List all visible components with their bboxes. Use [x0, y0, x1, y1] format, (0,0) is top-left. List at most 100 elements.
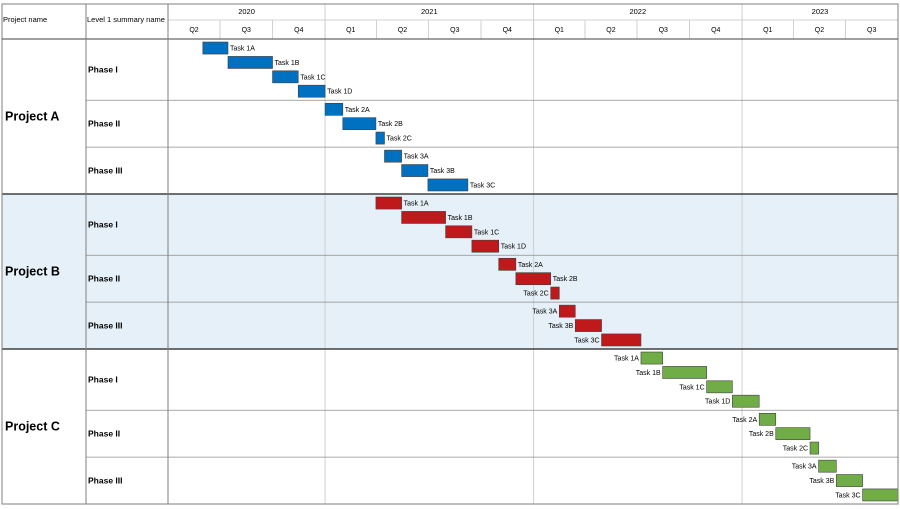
task-bar	[202, 41, 229, 55]
task-label: Task 3B	[548, 323, 573, 330]
task-label: Task 1B	[448, 215, 473, 222]
phase-label: Phase II	[88, 274, 120, 284]
task-label: Task 3B	[430, 168, 455, 175]
phase-label: Phase I	[88, 65, 118, 75]
quarter-label: Q4	[711, 27, 720, 34]
timeline-header: Project name Level 1 summary name 2020 20…	[3, 4, 898, 39]
quarter-label: Q3	[659, 27, 668, 34]
quarter-label: Q1	[763, 27, 772, 34]
quarter-label: Q4	[294, 27, 303, 34]
task-label: Task 1A	[404, 201, 429, 208]
task-label: Task 2A	[732, 417, 757, 424]
task-label: Task 3A	[792, 464, 817, 471]
task-label: Task 1A	[230, 46, 255, 53]
task-bar	[640, 351, 663, 365]
task-label: Task 3C	[574, 337, 599, 344]
task-label: Task 1C	[300, 74, 325, 81]
task-label: Task 3A	[404, 154, 429, 161]
quarter-label: Q2	[815, 27, 824, 34]
task-bar	[515, 272, 552, 286]
task-bar	[836, 474, 863, 487]
year-label: 2020	[238, 7, 255, 16]
year-label: 2021	[421, 7, 438, 16]
task-label: Task 1D	[705, 399, 730, 406]
phase-label: Phase III	[88, 166, 123, 176]
project-band-2	[2, 194, 898, 349]
task-bar	[574, 319, 602, 332]
project-label: Project B	[5, 265, 60, 279]
header-project-name: Project name	[3, 15, 47, 24]
task-label: Task 2A	[345, 107, 370, 114]
task-label: Task 2C	[783, 446, 808, 453]
quarter-label: Q2	[606, 27, 615, 34]
quarter-label: Q2	[189, 27, 198, 34]
task-label: Task 2C	[523, 291, 548, 298]
task-bar	[732, 394, 760, 408]
task-bar	[706, 380, 733, 394]
task-bar	[297, 84, 326, 98]
header-level1-summary-name: Level 1 summary name	[87, 15, 165, 24]
task-label: Task 2B	[749, 431, 774, 438]
quarter-label: Q2	[398, 27, 407, 34]
task-bar	[427, 178, 469, 192]
task-bar	[550, 286, 560, 300]
quarter-label: Q1	[555, 27, 564, 34]
task-bar	[401, 211, 446, 224]
task-label: Task 3C	[835, 492, 860, 499]
task-bar	[384, 149, 402, 163]
task-label: Task 1B	[636, 370, 661, 377]
row-labels: Project A Phase I Phase II Phase III Project…	[5, 65, 123, 486]
quarter-label: Q3	[450, 27, 459, 34]
quarter-label: Q3	[242, 27, 251, 34]
task-bar	[227, 56, 273, 69]
task-label: Task 1D	[501, 244, 526, 251]
task-bar	[809, 441, 819, 455]
year-label: 2023	[812, 7, 829, 16]
task-bar	[758, 412, 777, 426]
task-label: Task 1C	[679, 384, 704, 391]
project-label: Project C	[5, 420, 60, 434]
task-label: Task 2B	[378, 121, 403, 128]
task-bar	[272, 70, 299, 84]
phase-label: Phase II	[88, 119, 120, 129]
task-bar	[375, 196, 402, 210]
task-label: Task 1A	[614, 356, 639, 363]
phase-label: Phase I	[88, 375, 118, 385]
quarter-label: Q3	[867, 27, 876, 34]
task-bar	[471, 239, 500, 253]
task-bar	[445, 225, 473, 239]
task-bar	[401, 164, 429, 177]
year-label: 2022	[629, 7, 646, 16]
task-bar	[862, 488, 899, 502]
task-bar	[818, 459, 837, 473]
phase-label: Phase III	[88, 476, 123, 486]
outer-border	[1, 3, 899, 505]
task-bar	[558, 304, 576, 318]
task-bar	[662, 366, 707, 379]
project-label: Project A	[5, 110, 59, 124]
task-label: Task 2B	[553, 276, 578, 283]
task-bar	[375, 131, 385, 145]
table-borders	[1, 3, 899, 505]
task-label: Task 1D	[327, 89, 352, 96]
task-label: Task 2C	[386, 136, 411, 143]
task-label: Task 1C	[474, 229, 499, 236]
project-bands	[2, 194, 898, 349]
phase-label: Phase III	[88, 321, 123, 331]
task-bar	[498, 257, 517, 271]
task-label: Task 3B	[809, 478, 834, 485]
task-label: Task 1B	[275, 60, 300, 67]
phase-label: Phase II	[88, 429, 120, 439]
task-bar	[601, 333, 642, 347]
task-label: Task 3A	[532, 309, 557, 316]
task-bar	[324, 102, 344, 116]
quarter-label: Q1	[346, 27, 355, 34]
task-label: Task 3C	[470, 182, 495, 189]
task-bar	[342, 117, 377, 131]
phase-label: Phase I	[88, 220, 118, 230]
gridlines	[324, 39, 743, 504]
task-bar	[775, 427, 811, 441]
quarter-label: Q4	[503, 27, 512, 34]
